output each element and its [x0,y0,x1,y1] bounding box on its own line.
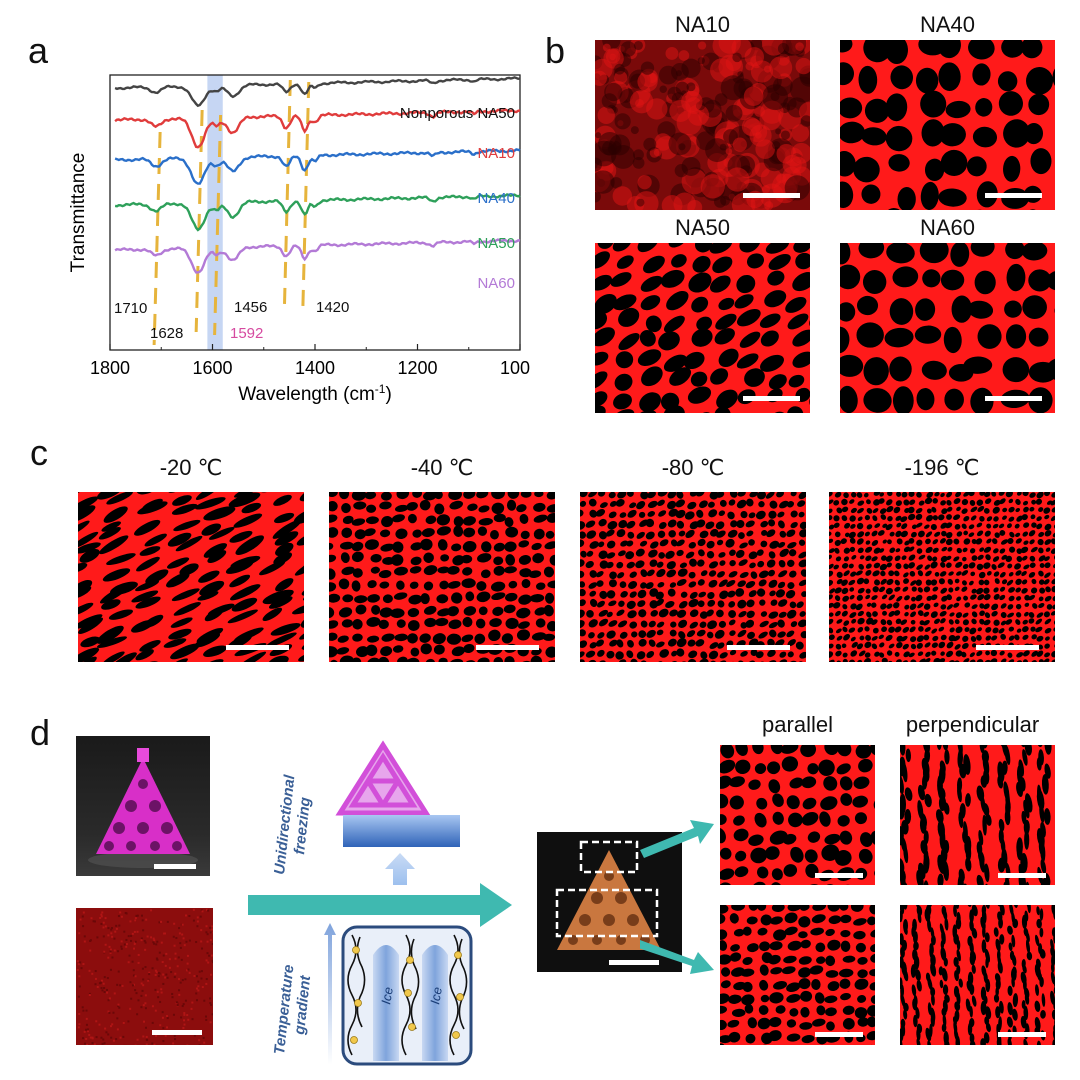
col-label-perpendicular: perpendicular [905,712,1040,737]
col-label-parallel: parallel [762,712,833,737]
gradient-label: gradient [291,974,314,1037]
micro-b-label-2: NA40 [919,12,976,37]
micro-image-nonporous [76,908,213,1045]
scale-bar [609,960,659,965]
peak-line [301,81,311,313]
scale-bar [226,645,289,650]
peak-line [194,109,204,333]
scale-bar [727,645,790,650]
x-tick-label: 1800 [90,358,130,378]
scale-bar [998,1032,1046,1037]
series-label: NA60 [477,275,515,292]
scale-bar [743,193,800,198]
callout-arrows [640,820,714,974]
micro-c-label-2: -40 ℃ [410,455,474,480]
peak-line [213,114,223,336]
scale-bar [815,873,863,878]
scale-bar [154,864,196,869]
series-line [114,108,521,149]
series-label: NA40 [477,190,515,207]
scale-bar [743,396,800,401]
scale-bar [815,1032,863,1037]
micro-c-label-3: -80 ℃ [661,455,725,480]
panel-label-a: a [28,30,49,71]
scale-bar [152,1030,202,1035]
panel-label-c: c [30,432,48,473]
micro-b-label-1: NA10 [674,12,731,37]
micro-image-top-perpendicular [900,745,1055,885]
scale-bar [985,396,1042,401]
peak-line [152,131,162,346]
scale-bar [476,645,539,650]
peak-line [282,79,292,313]
micro-c-label-1: -20 ℃ [159,455,223,480]
micro-c-label-4: -196 ℃ [904,455,980,480]
peak-annotation: 1710 [114,300,147,317]
freezing-schematic: Ice Ice Unidirectional freezing Temperat… [248,740,512,1066]
ice-label: Ice [378,986,396,1006]
pyramid-photo-pink [76,736,210,876]
scale-bar [976,645,1039,650]
panel-label-d: d [30,712,51,753]
micro-b-label-3: NA50 [674,215,731,240]
peak-annotation: 1592 [230,325,263,342]
micro-image-na10 [595,40,810,210]
scale-bar [998,873,1046,878]
micro-image-bottom-parallel [720,905,875,1045]
series-line [114,148,521,185]
micro-image-bottom-perpendicular [900,905,1055,1045]
micro-image-minus196 [829,492,1055,662]
micro-image-na50 [595,243,810,413]
x-tick-label: 1200 [397,358,437,378]
micro-b-label-4: NA60 [919,215,976,240]
x-tick-label: 1400 [295,358,335,378]
y-axis-label: Transmittance [68,153,89,273]
scale-bar [985,193,1042,198]
series-line [114,193,521,232]
micro-image-minus80 [580,492,806,662]
peak-annotation: 1628 [150,325,183,342]
series-label: NA10 [477,145,515,162]
series-line [114,76,521,108]
micro-image-minus20 [78,492,304,662]
series-label: NA50 [477,235,515,252]
micro-image-top-parallel [720,745,875,885]
panel-label-b: b [545,30,566,71]
x-tick-label: 1600 [192,358,232,378]
micro-image-na60 [840,243,1055,413]
x-tick-label: 1000 [500,358,530,378]
micro-image-minus40 [329,492,555,662]
freezing-label: freezing [291,796,314,855]
peak-annotation: 1456 [234,299,267,316]
series-label: Nonporous NA50 [400,105,515,122]
ice-label: Ice [427,986,445,1006]
ftir-chart: 1800 1600 1400 1200 1000 Wavelength (cm-1) Tra… [68,74,530,405]
micro-image-na40 [840,40,1055,210]
series-line [114,238,521,274]
peak-annotation: 1420 [316,299,349,316]
x-axis-label: Wavelength (cm-1) [238,382,392,405]
